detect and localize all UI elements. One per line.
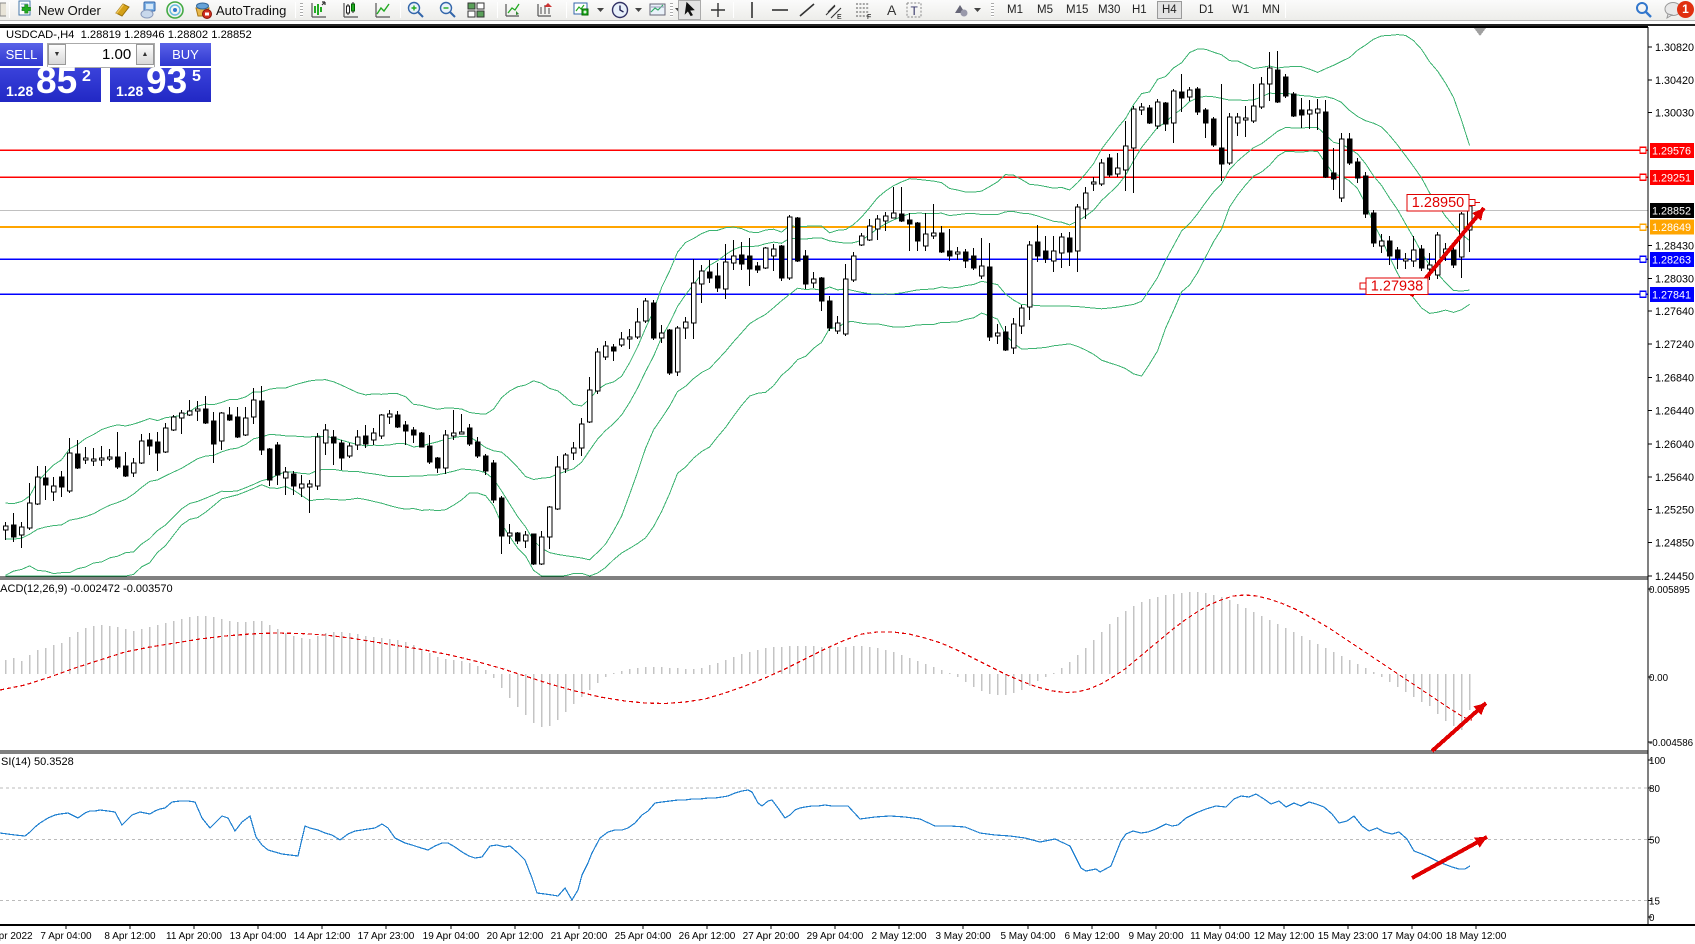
svg-text:0.005895: 0.005895 (1649, 585, 1690, 596)
svg-text:50: 50 (1649, 836, 1660, 847)
svg-text:5 May 04:00: 5 May 04:00 (1000, 931, 1055, 942)
svg-text:1.28030: 1.28030 (1655, 274, 1694, 286)
svg-text:3 May 20:00: 3 May 20:00 (935, 931, 990, 942)
svg-text:1.28263: 1.28263 (1652, 254, 1691, 266)
svg-text:15: 15 (1649, 897, 1660, 908)
svg-text:100: 100 (1649, 756, 1666, 767)
svg-text:1.28430: 1.28430 (1655, 240, 1694, 252)
svg-text:15 May 23:00: 15 May 23:00 (1318, 931, 1379, 942)
svg-text:2 May 12:00: 2 May 12:00 (871, 931, 926, 942)
svg-text:21 Apr 20:00: 21 Apr 20:00 (551, 931, 608, 942)
svg-text:1.26440: 1.26440 (1655, 406, 1694, 418)
svg-text:1.24850: 1.24850 (1655, 538, 1694, 550)
svg-text:11 May 04:00: 11 May 04:00 (1190, 931, 1250, 942)
svg-text:1.27640: 1.27640 (1655, 306, 1694, 318)
svg-text:A: A (887, 2, 897, 18)
svg-text:Apr 2022: Apr 2022 (0, 931, 33, 942)
svg-text:18 May 12:00: 18 May 12:00 (1446, 931, 1507, 942)
svg-text:25 Apr 04:00: 25 Apr 04:00 (615, 931, 672, 942)
svg-text:1.27841: 1.27841 (1652, 289, 1691, 301)
svg-text:1.29251: 1.29251 (1652, 172, 1691, 184)
svg-text:13 Apr 04:00: 13 Apr 04:00 (230, 931, 287, 942)
svg-text:6 May 12:00: 6 May 12:00 (1064, 931, 1119, 942)
svg-text:9 May 20:00: 9 May 20:00 (1128, 931, 1183, 942)
svg-text:1.29576: 1.29576 (1652, 145, 1691, 157)
svg-text:1.27938: 1.27938 (1371, 279, 1423, 295)
svg-text:1.26040: 1.26040 (1655, 439, 1694, 451)
svg-text:T: T (911, 4, 919, 18)
svg-text:USDCAD-,H4 1.28819 1.28946 1.: USDCAD-,H4 1.28819 1.28946 1.28802 1.288… (6, 29, 252, 41)
svg-text:1.27240: 1.27240 (1655, 339, 1694, 351)
svg-text:20 Apr 12:00: 20 Apr 12:00 (487, 931, 544, 942)
svg-text:14 Apr 12:00: 14 Apr 12:00 (294, 931, 351, 942)
svg-text:7 Apr 04:00: 7 Apr 04:00 (40, 931, 92, 942)
svg-text:1.28649: 1.28649 (1652, 222, 1691, 234)
svg-text:8 Apr 12:00: 8 Apr 12:00 (104, 931, 156, 942)
svg-text:0.00: 0.00 (1649, 673, 1669, 684)
svg-text:17 Apr 23:00: 17 Apr 23:00 (358, 931, 415, 942)
svg-text:17 May 04:00: 17 May 04:00 (1382, 931, 1443, 942)
svg-text:1.25640: 1.25640 (1655, 472, 1694, 484)
svg-text:1.30030: 1.30030 (1655, 108, 1694, 120)
svg-text:E: E (837, 14, 842, 20)
svg-text:19 Apr 04:00: 19 Apr 04:00 (423, 931, 480, 942)
svg-text:SI(14) 50.3528: SI(14) 50.3528 (1, 756, 74, 768)
svg-text:1.30420: 1.30420 (1655, 75, 1694, 87)
svg-text:0: 0 (1649, 913, 1655, 924)
svg-text:11 Apr 20:00: 11 Apr 20:00 (166, 931, 222, 942)
svg-text:F: F (867, 14, 871, 20)
svg-text:1.24450: 1.24450 (1655, 571, 1694, 583)
svg-text:1.30820: 1.30820 (1655, 42, 1694, 54)
svg-text:29 Apr 04:00: 29 Apr 04:00 (807, 931, 864, 942)
svg-text:80: 80 (1649, 784, 1660, 795)
svg-text:27 Apr 20:00: 27 Apr 20:00 (743, 931, 800, 942)
svg-text:1.28852: 1.28852 (1652, 205, 1691, 217)
svg-text:26 Apr 12:00: 26 Apr 12:00 (679, 931, 736, 942)
svg-text:1.28950: 1.28950 (1412, 195, 1464, 211)
svg-text:12 May 12:00: 12 May 12:00 (1254, 931, 1315, 942)
svg-text:1.25250: 1.25250 (1655, 504, 1694, 516)
svg-text:1.26840: 1.26840 (1655, 372, 1694, 384)
svg-text:MACD(12,26,9) -0.002472 -0.003: MACD(12,26,9) -0.002472 -0.003570 (0, 583, 173, 595)
svg-text:-0.004586: -0.004586 (1649, 738, 1694, 749)
